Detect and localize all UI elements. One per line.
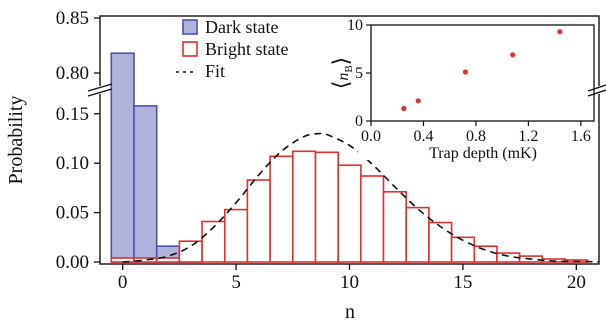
inset-background (358, 20, 586, 160)
y-tick-label: 0.15 (56, 104, 89, 125)
inset-point (557, 29, 563, 35)
bright-state-bar (246, 179, 271, 263)
inset-x-tick-label: 0.4 (413, 128, 433, 145)
main-plot: 0 5 10 15 20 0.000.050.100.150.800.85 n Prob… (5, 8, 606, 322)
axis-break-mark-right-1 (587, 84, 606, 92)
y-axis-ticks: 0.00 0.05 0.10 0.15 0.80 0.85 (56, 8, 100, 273)
axis-break-gap-left (94, 86, 106, 94)
x-tick-label: 10 (340, 272, 359, 293)
axis-break-mark-left-1 (87, 83, 113, 92)
inset-x-tick-label: 0.8 (466, 128, 486, 145)
bright-state-bar (224, 208, 249, 263)
bright-state-bar (291, 150, 317, 263)
bright-state-bar (314, 151, 340, 263)
inset-y-label-open: ⟨ (328, 81, 353, 90)
legend-label-bright: Bright state (205, 39, 289, 59)
x-axis-label: n (345, 301, 355, 322)
legend-label-fit: Fit (205, 61, 225, 81)
bright-state-bar (473, 245, 498, 263)
inset-points (401, 29, 563, 112)
inset-y-tick-label: 0 (355, 113, 363, 130)
dark-state-bar (133, 105, 158, 263)
bright-state-bar (359, 175, 385, 263)
axis-break-mark-right-2 (587, 89, 606, 97)
y-tick-label: 0.00 (56, 252, 89, 273)
x-tick-label: 0 (118, 272, 128, 293)
inset-x-tick-label: 1.6 (571, 128, 591, 145)
inset-point (510, 52, 516, 58)
inset-point (462, 69, 468, 75)
inset-point (401, 105, 407, 112)
bright-state-bar (337, 164, 362, 263)
bright-state-bar (382, 191, 408, 263)
y-axis-label: Probability (5, 96, 27, 185)
bright-state-bars (110, 150, 589, 263)
axis-break-gap-right (594, 86, 606, 94)
inset-y-label-close: ⟩ (328, 57, 353, 66)
inset-y-label-sub: B (343, 65, 355, 72)
axis-break-mark-left-2 (87, 88, 113, 97)
inset-x-tick-label: 1.2 (518, 128, 538, 145)
x-tick-label: 15 (453, 272, 472, 293)
dark-state-bars (110, 52, 203, 263)
x-tick-label: 5 (231, 272, 241, 293)
inset-plot: 0.0 0.4 0.8 1.2 1.6 0 5 10 Trap depth (mK) ⟨nB⟩ (328, 17, 595, 162)
inset-y-tick-label: 10 (347, 17, 363, 34)
inset-y-label: ⟨nB⟩ (328, 57, 355, 90)
x-axis-ticks: 0 5 10 15 20 (118, 264, 586, 293)
legend-swatch-bright (182, 41, 198, 57)
legend-swatch-dark (182, 19, 198, 35)
inset-x-label: Trap depth (mK) (429, 145, 537, 162)
bright-state-bar (110, 257, 135, 263)
inset-y-label-main: n (335, 73, 352, 81)
y-axis-break (87, 83, 606, 97)
inset-x-tick-label: 0.0 (361, 128, 381, 145)
bright-state-bar (405, 206, 430, 263)
y-tick-label: 0.80 (56, 63, 89, 84)
bright-state-bar (178, 240, 203, 263)
legend: Dark state Bright state Fit (176, 17, 289, 81)
x-tick-label: 20 (567, 272, 586, 293)
dark-state-bar (110, 52, 135, 263)
inset-point (415, 98, 421, 104)
inset-y-label-text: ⟨nB⟩ (328, 57, 355, 90)
inset-axis-ticks: 0.0 0.4 0.8 1.2 1.6 0 5 10 (347, 17, 591, 145)
y-tick-label: 0.10 (56, 153, 89, 174)
y-tick-label: 0.85 (56, 8, 89, 29)
inset-y-tick-label: 5 (355, 65, 363, 82)
fit-curve (122, 132, 600, 263)
bright-state-bar (269, 155, 294, 263)
y-tick-label: 0.05 (56, 203, 89, 224)
bright-state-bar (428, 221, 453, 263)
legend-label-dark: Dark state (205, 17, 278, 37)
